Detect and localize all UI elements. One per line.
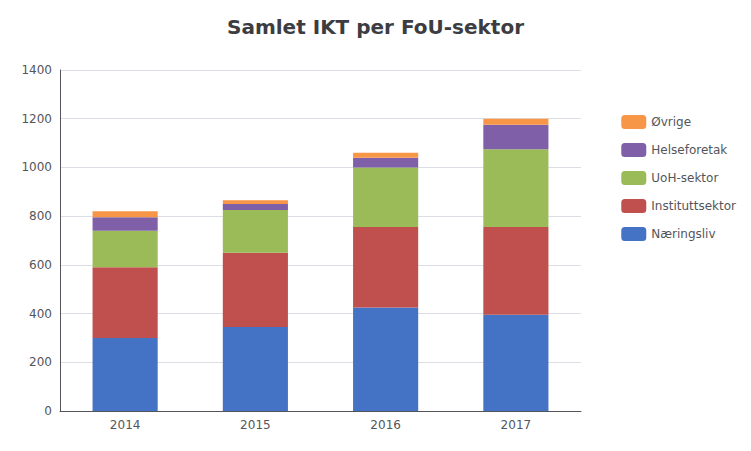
svg-text:2015: 2015 [240, 418, 271, 432]
svg-text:Næringsliv: Næringsliv [651, 227, 715, 241]
svg-text:2016: 2016 [370, 418, 401, 432]
svg-text:400: 400 [29, 307, 52, 321]
svg-text:2014: 2014 [110, 418, 141, 432]
svg-text:1000: 1000 [21, 160, 52, 174]
svg-text:600: 600 [29, 258, 52, 272]
svg-text:UoH-sektor: UoH-sektor [651, 171, 718, 185]
svg-text:Øvrige: Øvrige [651, 115, 691, 129]
svg-text:Instituttsektor: Instituttsektor [651, 199, 736, 213]
svg-text:800: 800 [29, 209, 52, 223]
svg-text:200: 200 [29, 355, 52, 369]
svg-text:0: 0 [44, 404, 52, 418]
svg-text:Helseforetak: Helseforetak [651, 143, 727, 157]
svg-text:2017: 2017 [501, 418, 532, 432]
svg-text:Samlet IKT per FoU-sektor: Samlet IKT per FoU-sektor [227, 15, 524, 39]
svg-text:1400: 1400 [21, 63, 52, 77]
svg-text:1200: 1200 [21, 112, 52, 126]
